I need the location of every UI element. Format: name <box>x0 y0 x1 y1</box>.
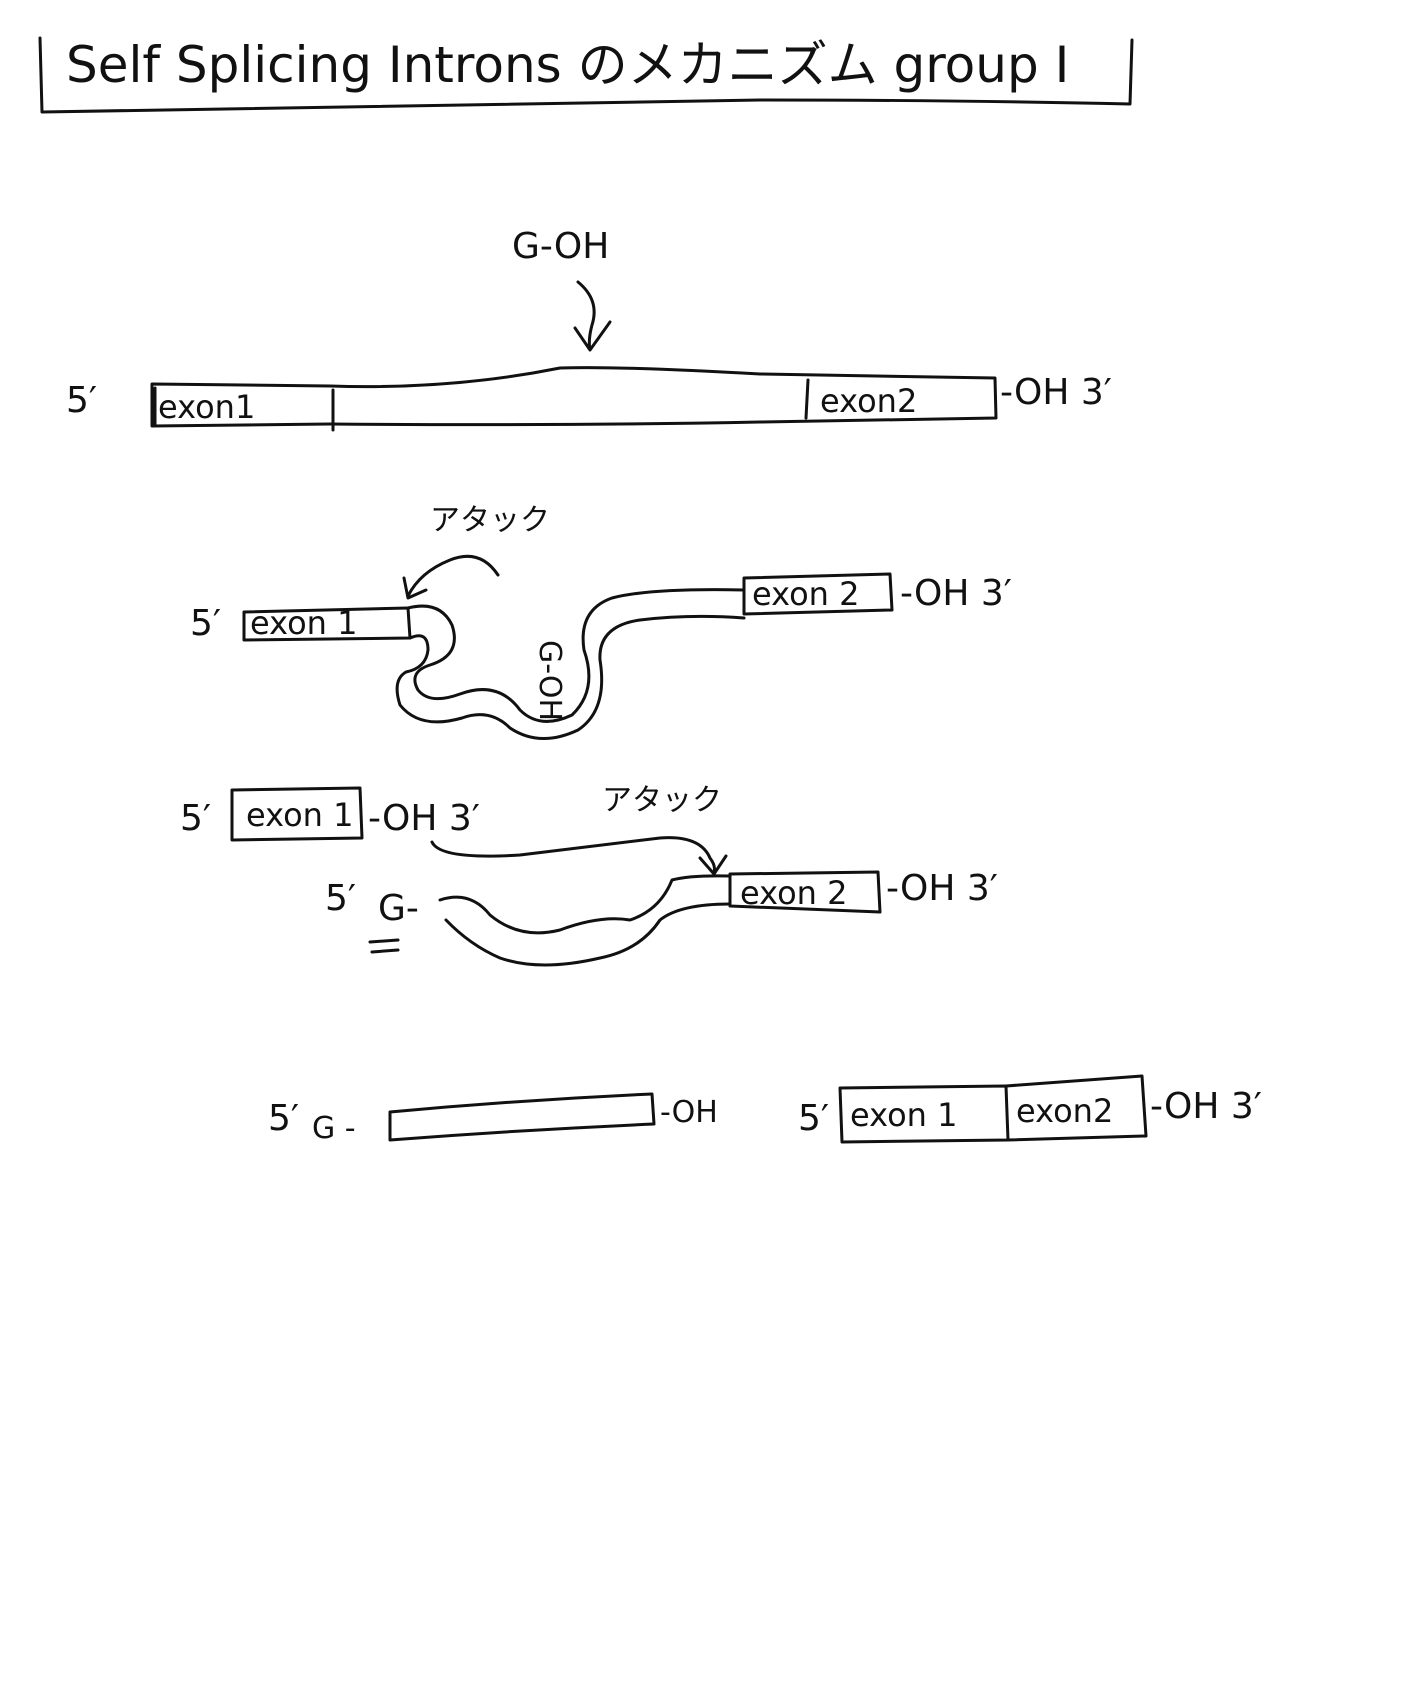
step1-g-oh-label: G-OH <box>512 226 609 267</box>
step3-three-prime-end: -OH 3′ <box>886 868 998 909</box>
step3-g-underline <box>368 938 400 954</box>
step3-attack-label: アタック <box>602 783 722 818</box>
step4-intron-g: G - <box>312 1111 356 1146</box>
step4-mrna-five-prime: 5′ <box>798 1098 829 1139</box>
step3-five-prime-bottom: 5′ <box>325 878 356 919</box>
step4-mrna-three-end: -OH 3′ <box>1150 1086 1262 1127</box>
step3-attack-arrow <box>430 836 728 876</box>
step4-exon2-label: exon2 <box>1016 1092 1113 1130</box>
step1-exon1-label: exon1 <box>158 388 255 426</box>
step3-g-start: G- <box>378 888 419 929</box>
step2-five-prime: 5′ <box>190 603 221 644</box>
step2-g-oh-label: G-OH <box>532 640 567 721</box>
step3-exon1-three-end: -OH 3′ <box>368 798 480 839</box>
step1-three-prime-end: -OH 3′ <box>1000 372 1112 413</box>
step3-exon1-box <box>230 786 364 842</box>
step2-exon2-box <box>742 572 894 616</box>
step2-three-prime-end: -OH 3′ <box>900 573 1012 614</box>
step3-intron-outer <box>438 874 732 935</box>
step4-intron-five-prime: 5′ <box>268 1098 299 1139</box>
step4-exon1-label: exon 1 <box>850 1096 957 1134</box>
step2-exon1-label: exon 1 <box>250 604 357 642</box>
step4-exon2-box <box>1004 1074 1148 1142</box>
step1-precursor: G-OH 5′ exon1 exon2 -OH 3′ <box>66 226 1112 432</box>
step3-five-prime-top: 5′ <box>180 798 211 839</box>
page-title: Self Splicing Introns のメカニズム group I <box>66 36 1069 94</box>
step3-intron-inner <box>444 902 732 967</box>
step4-products: 5′ G - -OH 5′ exon 1 exon2 -OH 3′ <box>268 1074 1262 1146</box>
step2-attack-label: アタック <box>430 503 550 538</box>
step2-intron-inner <box>395 614 746 740</box>
step2-intron-outer <box>406 588 746 723</box>
step3-exon2-box <box>728 870 882 914</box>
step1-strand <box>150 366 998 428</box>
step3-exon2-label: exon 2 <box>740 874 847 912</box>
step4-intron-end: -OH <box>660 1095 718 1130</box>
step1-attack-arrow <box>573 280 612 352</box>
step2-exon2-label: exon 2 <box>752 575 859 613</box>
step1-exon2-boundary <box>804 378 810 420</box>
title-box: Self Splicing Introns のメカニズム group I <box>38 36 1134 114</box>
step3-exon1-label: exon 1 <box>246 796 353 834</box>
step1-five-prime: 5′ <box>66 380 97 421</box>
step1-exon2-label: exon2 <box>820 382 917 420</box>
step2-folded: アタック 5′ exon 1 G-OH exon 2 -OH 3′ <box>190 503 1012 740</box>
step3-second-transesterification: 5′ exon 1 -OH 3′ アタック 5′ G- exon 2 -OH 3… <box>180 783 998 967</box>
step2-attack-arrow <box>402 554 500 600</box>
step4-intron-strand <box>388 1092 656 1142</box>
